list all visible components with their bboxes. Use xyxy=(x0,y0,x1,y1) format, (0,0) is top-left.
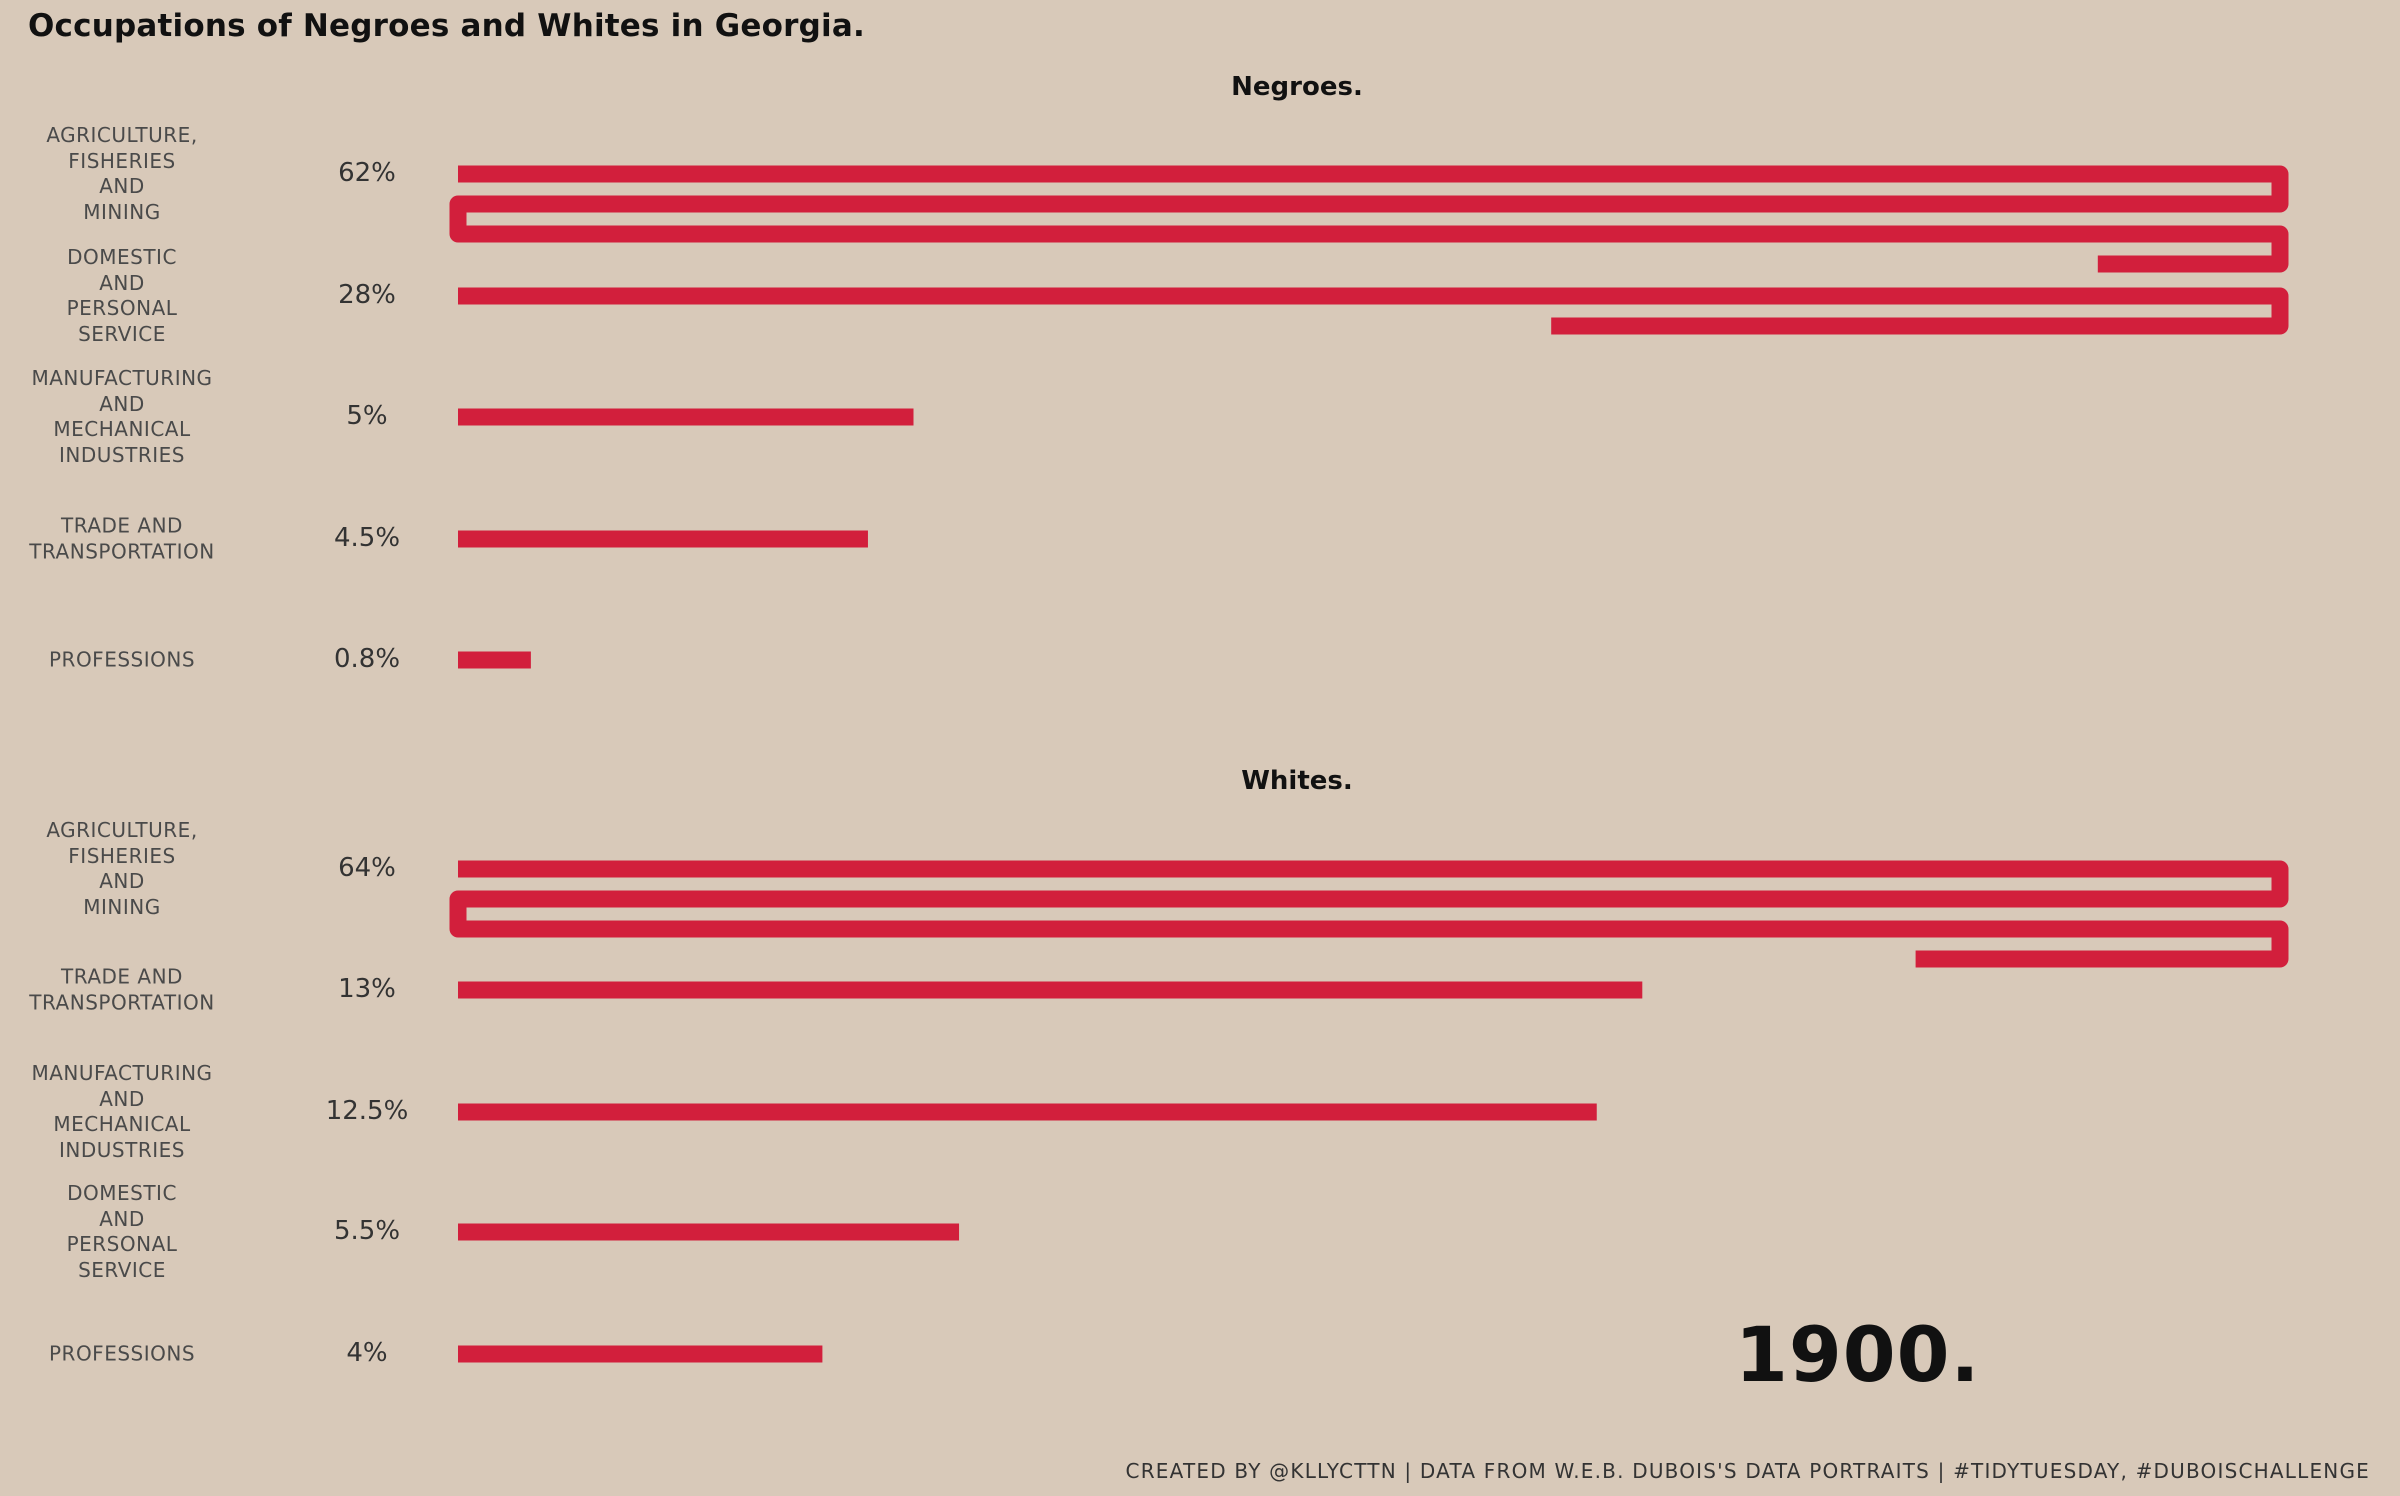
bar xyxy=(458,408,914,426)
bar-segment xyxy=(449,860,2289,968)
value-label: 12.5% xyxy=(325,1096,409,1126)
category-label: TRADE AND TRANSPORTATION xyxy=(29,513,215,564)
bar-segment xyxy=(449,165,2289,273)
bar xyxy=(458,981,1643,999)
value-label: 28% xyxy=(338,280,396,310)
value-label: 4.5% xyxy=(333,523,401,553)
value-label: 64% xyxy=(338,853,396,883)
bar-segment xyxy=(458,651,531,669)
bar-segment xyxy=(458,408,914,426)
category-label: PROFESSIONS xyxy=(48,1341,196,1366)
bar-segment xyxy=(458,1345,823,1363)
category-label: PROFESSIONS xyxy=(48,647,196,672)
bar xyxy=(458,530,868,548)
bar xyxy=(449,860,2289,968)
category-label: AGRICULTURE, FISHERIES AND MINING xyxy=(46,818,198,919)
panel-title-negroes: Negroes. xyxy=(1231,72,1363,102)
value-label: 0.8% xyxy=(333,644,401,674)
bar xyxy=(458,1223,960,1241)
bar xyxy=(449,165,2289,273)
bar xyxy=(458,1345,823,1363)
page-title: Occupations of Negroes and Whites in Geo… xyxy=(28,8,865,44)
bar-segment xyxy=(458,530,868,548)
bar-segment xyxy=(458,1103,1597,1121)
value-label: 5% xyxy=(346,401,388,431)
bar xyxy=(458,651,531,669)
category-label: DOMESTIC AND PERSONAL SERVICE xyxy=(66,245,178,346)
category-label: MANUFACTURING AND MECHANICAL INDUSTRIES xyxy=(31,366,213,467)
panel-title-whites: Whites. xyxy=(1241,766,1353,796)
category-label: AGRICULTURE, FISHERIES AND MINING xyxy=(46,123,198,224)
value-label: 62% xyxy=(338,158,396,188)
category-label: TRADE AND TRANSPORTATION xyxy=(29,964,215,1015)
footer-credit: CREATED BY @KLLYCTTN | DATA FROM W.E.B. … xyxy=(1125,1459,2370,1483)
value-label: 5.5% xyxy=(333,1216,401,1246)
category-label: MANUFACTURING AND MECHANICAL INDUSTRIES xyxy=(31,1061,213,1162)
value-label: 4% xyxy=(346,1338,388,1368)
bar-segment xyxy=(458,1223,960,1241)
value-label: 13% xyxy=(338,974,396,1004)
bar-segment xyxy=(458,287,2289,335)
bar xyxy=(458,1103,1597,1121)
bar-segment xyxy=(458,981,1643,999)
bar xyxy=(458,287,2289,335)
category-label: DOMESTIC AND PERSONAL SERVICE xyxy=(66,1181,178,1282)
year-label: 1900. xyxy=(1735,1310,1981,1399)
